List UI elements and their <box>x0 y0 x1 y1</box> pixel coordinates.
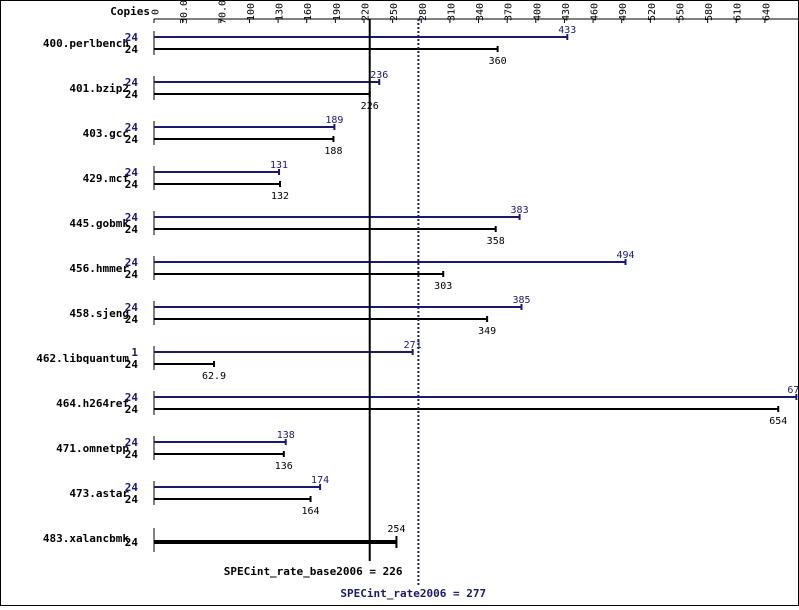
peak-copies: 24 <box>125 166 139 179</box>
peak-value-label: 383 <box>511 205 529 216</box>
reference-lines: SPECint_rate_base2006 = 226 SPECint_rate2… <box>224 19 486 600</box>
base-copies: 24 <box>125 178 139 191</box>
benchmark-name: 458.sjeng <box>69 307 129 320</box>
benchmark-name: 401.bzip2 <box>69 82 129 95</box>
base-copies: 24 <box>125 223 139 236</box>
benchmark-name: 462.libquantum <box>36 352 129 365</box>
base-copies: 24 <box>125 88 139 101</box>
base-value-label: 303 <box>434 281 452 292</box>
base-value-label: 360 <box>489 56 507 67</box>
benchmark-name: 456.hmmer <box>69 262 129 275</box>
x-tick-label: 190 <box>332 3 343 21</box>
x-tick-label: 640 <box>761 3 772 21</box>
base-copies: 24 <box>125 313 139 326</box>
peak-value-label: 433 <box>558 25 576 36</box>
x-tick-label: 0 <box>151 9 162 15</box>
base-value-label: 349 <box>478 326 496 337</box>
peak-value-label: 189 <box>325 115 343 126</box>
x-tick-label: 100 <box>246 3 257 21</box>
peak-copies: 24 <box>125 481 139 494</box>
base-summary-label: SPECint_rate_base2006 = 226 <box>224 565 403 578</box>
peak-value-label: 131 <box>270 160 288 171</box>
peak-copies: 24 <box>125 76 139 89</box>
base-copies: 24 <box>125 43 139 56</box>
peak-value-label: 174 <box>311 475 329 486</box>
base-value-label: 188 <box>324 146 342 157</box>
benchmark-name: 429.mcf <box>83 172 129 185</box>
x-tick-label: 160 <box>303 3 314 21</box>
benchmark-name: 483.xalancbmk <box>43 532 129 545</box>
peak-copies: 24 <box>125 301 139 314</box>
peak-value-label: 138 <box>277 430 295 441</box>
benchmark-name: 471.omnetpp <box>56 442 129 455</box>
x-tick-label: 550 <box>675 3 686 21</box>
peak-copies: 24 <box>125 256 139 269</box>
base-copies: 24 <box>125 493 139 506</box>
x-tick-label: 460 <box>590 3 601 21</box>
x-axis-ticks: 0 30.0 70.0 100 130 160 190 220 250 280 310 340 370 4… <box>151 0 773 24</box>
x-tick-label: 580 <box>704 3 715 21</box>
base-value-label: 136 <box>275 461 293 472</box>
peak-copies: 24 <box>125 121 139 134</box>
base-value-label: 62.9 <box>202 371 226 382</box>
x-tick-label: 310 <box>446 3 457 21</box>
x-tick-label: 340 <box>475 3 486 21</box>
x-tick-label: 30.0 <box>179 1 190 24</box>
x-tick-label: 520 <box>647 3 658 21</box>
base-copies: 24 <box>125 268 139 281</box>
peak-value-label: 673 <box>787 385 798 396</box>
peak-summary-label: SPECint_rate2006 = 277 <box>340 587 486 600</box>
base-value-label: 164 <box>302 506 320 517</box>
peak-value-label: 236 <box>370 70 388 81</box>
peak-copies: 1 <box>131 346 138 359</box>
benchmark-name: 473.astar <box>69 487 129 500</box>
benchmark-name: 445.gobmk <box>69 217 129 230</box>
peak-copies: 24 <box>125 31 139 44</box>
base-value-label: 358 <box>487 236 505 247</box>
base-copies: 24 <box>125 448 139 461</box>
x-tick-label: 130 <box>275 3 286 21</box>
x-tick-label: 430 <box>561 3 572 21</box>
x-tick-label: 610 <box>733 3 744 21</box>
base-value-label: 254 <box>387 524 405 535</box>
benchmark-rows: 400.perlbench2443324360401.bzip224236242… <box>36 25 799 552</box>
copies-header: Copies <box>110 5 150 18</box>
peak-value-label: 494 <box>616 250 634 261</box>
x-tick-label: 70.0 <box>217 1 228 24</box>
peak-copies: 24 <box>125 211 139 224</box>
base-copies: 24 <box>125 133 139 146</box>
x-tick-label: 370 <box>504 3 515 21</box>
peak-copies: 24 <box>125 436 139 449</box>
peak-value-label: 271 <box>404 340 422 351</box>
base-copies: 24 <box>125 403 139 416</box>
benchmark-name: 403.gcc <box>83 127 129 140</box>
base-value-label: 654 <box>769 416 787 427</box>
x-tick-label: 490 <box>618 3 629 21</box>
x-tick-label: 220 <box>360 3 371 21</box>
benchmark-name: 464.h264ref <box>56 397 129 410</box>
benchmark-name: 400.perlbench <box>43 37 129 50</box>
base-copies: 24 <box>125 536 139 549</box>
peak-copies: 24 <box>125 391 139 404</box>
base-copies: 24 <box>125 358 139 371</box>
x-tick-label: 400 <box>532 3 543 21</box>
x-tick-label: 250 <box>389 3 400 21</box>
x-tick-label: 280 <box>418 3 429 21</box>
peak-value-label: 385 <box>512 295 530 306</box>
base-value-label: 132 <box>271 191 289 202</box>
